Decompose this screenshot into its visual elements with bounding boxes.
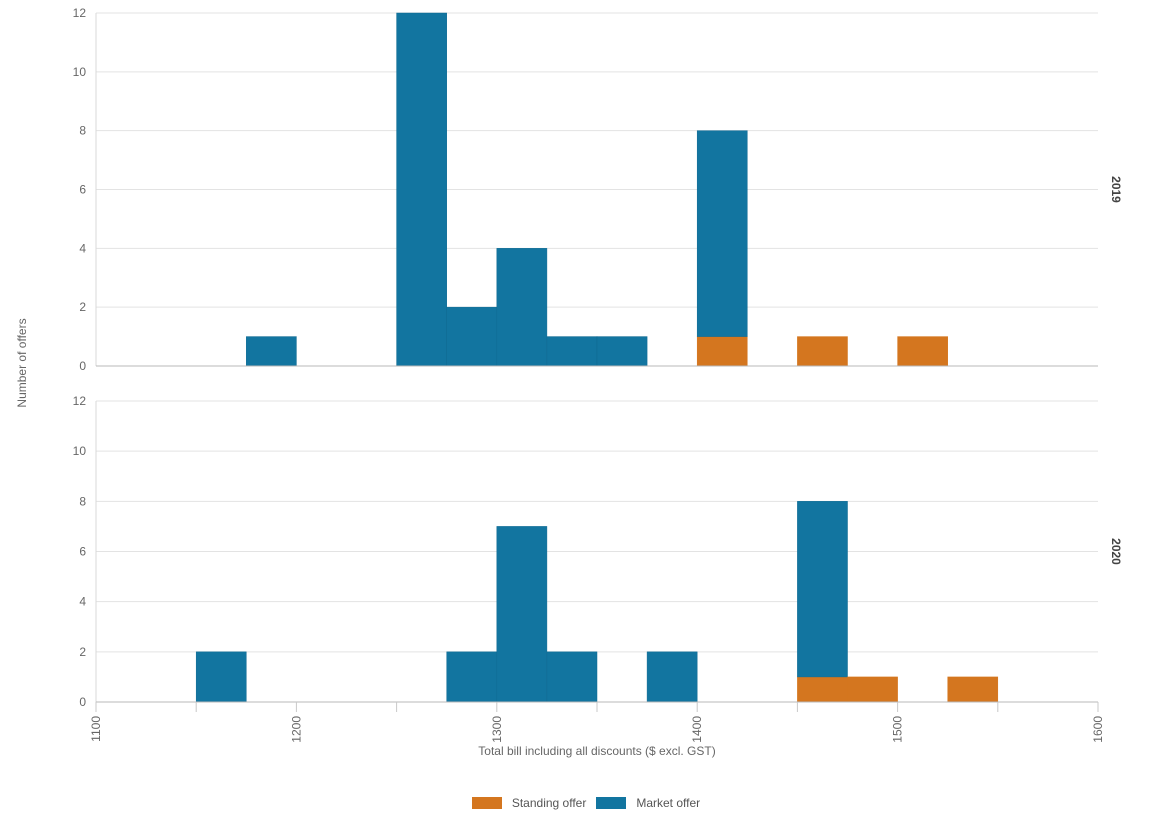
x-tick-label: 1500 <box>891 716 905 743</box>
x-tick-label: 1200 <box>289 716 303 743</box>
bar-standing-1525[interactable] <box>947 676 999 703</box>
facet-panel-2020: 0 2 4 6 8 10 12 2020 <box>73 394 1123 709</box>
chart-legend: Standing offer Market offer <box>0 794 1172 812</box>
bar-market-1300[interactable] <box>496 526 548 703</box>
bar-market-1350[interactable] <box>596 336 648 367</box>
bar-market-1375[interactable] <box>646 651 698 703</box>
facet-panel-2019: 0 2 4 6 8 10 12 2019 <box>73 6 1123 373</box>
y-tick-label: 10 <box>73 444 87 458</box>
y-tick-label: 0 <box>79 359 86 373</box>
y-tick-label: 8 <box>79 494 86 508</box>
y-tick-label: 6 <box>79 545 86 559</box>
y-tick-label: 2 <box>79 645 86 659</box>
bar-standing-1400[interactable] <box>696 336 748 367</box>
bar-market-1150[interactable] <box>195 651 247 703</box>
y-tick-label: 2 <box>79 300 86 314</box>
y-tick-label: 10 <box>73 65 87 79</box>
x-tick-label: 1100 <box>89 716 103 742</box>
y-tick-label: 12 <box>73 6 87 20</box>
bar-market-1400[interactable] <box>696 130 748 337</box>
bar-standing-1450[interactable] <box>797 676 848 703</box>
y-tick-label: 4 <box>79 241 86 255</box>
bar-market-1275[interactable] <box>446 651 498 703</box>
y-tick-label: 6 <box>79 183 86 197</box>
bar-standing-1500[interactable] <box>897 336 948 367</box>
legend-item-market[interactable]: Market offer <box>596 796 700 810</box>
bar-market-1325[interactable] <box>546 336 598 367</box>
y-tick-label: 8 <box>79 124 86 138</box>
bar-standing-1475[interactable] <box>847 676 898 703</box>
bar-market-1175[interactable] <box>246 336 297 367</box>
bar-market-1250[interactable] <box>396 12 447 367</box>
y-tick-label: 4 <box>79 595 86 609</box>
x-tick-label: 1400 <box>690 716 704 743</box>
bar-market-1325[interactable] <box>546 651 598 703</box>
legend-item-standing[interactable]: Standing offer <box>471 796 587 810</box>
y-axis-title: Number of offers <box>15 318 29 407</box>
bar-market-1300[interactable] <box>496 248 548 367</box>
y-tick-label: 12 <box>73 394 87 408</box>
facet-label-2020: 2020 <box>1109 538 1123 565</box>
facet-label-2019: 2019 <box>1109 176 1123 203</box>
x-tick-label: 1600 <box>1091 716 1105 743</box>
legend-swatch-standing <box>471 797 502 809</box>
legend-label-standing: Standing offer <box>511 796 587 810</box>
x-axis-title: Total bill including all discounts ($ ex… <box>478 744 715 758</box>
y-tick-label: 0 <box>79 695 86 709</box>
bar-standing-1450[interactable] <box>797 336 848 367</box>
legend-label-market: Market offer <box>636 796 701 810</box>
facet-panels: 0 2 4 6 8 10 12 2019 0 2 4 6 8 10 12 2020 <box>73 6 1123 709</box>
x-axis: 1100 1200 1300 1400 1500 1600 <box>89 702 1105 743</box>
x-tick-label: 1300 <box>490 716 504 743</box>
legend-swatch-market <box>596 797 627 809</box>
bar-market-1275[interactable] <box>446 306 498 367</box>
bar-market-1450[interactable] <box>797 501 848 678</box>
